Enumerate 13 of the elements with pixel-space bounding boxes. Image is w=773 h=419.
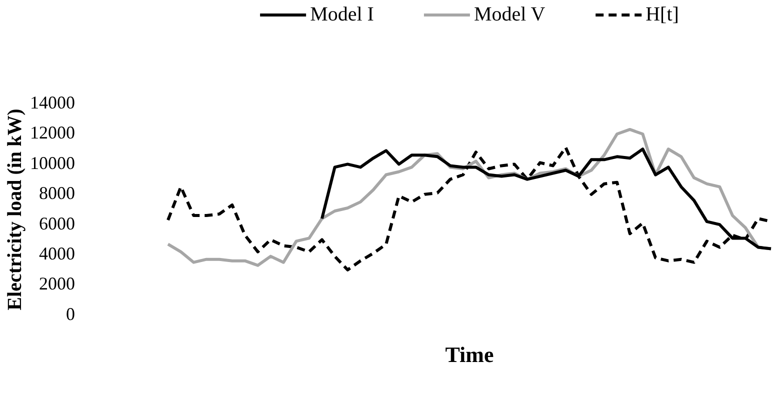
legend-label: Model V bbox=[474, 3, 546, 26]
y-tick-label: 14000 bbox=[30, 92, 75, 113]
y-tick-label: 0 bbox=[66, 304, 75, 324]
y-tick-label: 2000 bbox=[39, 274, 75, 294]
y-tick-label: 8000 bbox=[39, 183, 75, 204]
legend-label: H[t] bbox=[646, 3, 679, 26]
x-axis-title: Time bbox=[445, 342, 494, 368]
legend-label: Model I bbox=[310, 3, 374, 26]
y-tick-label: 6000 bbox=[39, 213, 75, 234]
y-axis-title: Electricity load (in kW) bbox=[4, 108, 26, 310]
y-tick-label: 4000 bbox=[39, 244, 75, 264]
y-tick-label: 10000 bbox=[30, 152, 75, 173]
y-tick-label: 12000 bbox=[30, 122, 75, 143]
